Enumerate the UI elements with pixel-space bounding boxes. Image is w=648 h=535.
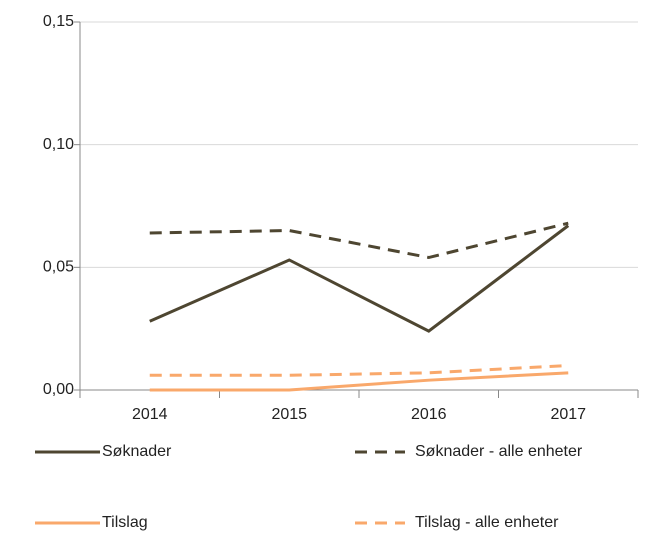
legend-label: Søknader - alle enheter xyxy=(415,443,583,460)
x-tick-label: 2017 xyxy=(550,406,586,423)
x-tick-label: 2014 xyxy=(132,406,168,423)
series-line xyxy=(149,371,569,392)
series-line xyxy=(149,224,570,333)
legend-label: Tilslag xyxy=(102,514,148,531)
y-tick-label: 0,10 xyxy=(43,136,74,153)
y-tick-label: 0,00 xyxy=(43,381,74,398)
x-tick-label: 2015 xyxy=(271,406,307,423)
series-line xyxy=(149,221,569,260)
legend-label: Tilslag - alle enheter xyxy=(415,514,559,531)
y-tick-label: 0,15 xyxy=(43,13,74,30)
y-tick-label: 0,05 xyxy=(43,259,74,276)
series-line xyxy=(149,363,569,377)
x-tick-label: 2016 xyxy=(411,406,447,423)
legend-label: Søknader xyxy=(102,443,172,460)
